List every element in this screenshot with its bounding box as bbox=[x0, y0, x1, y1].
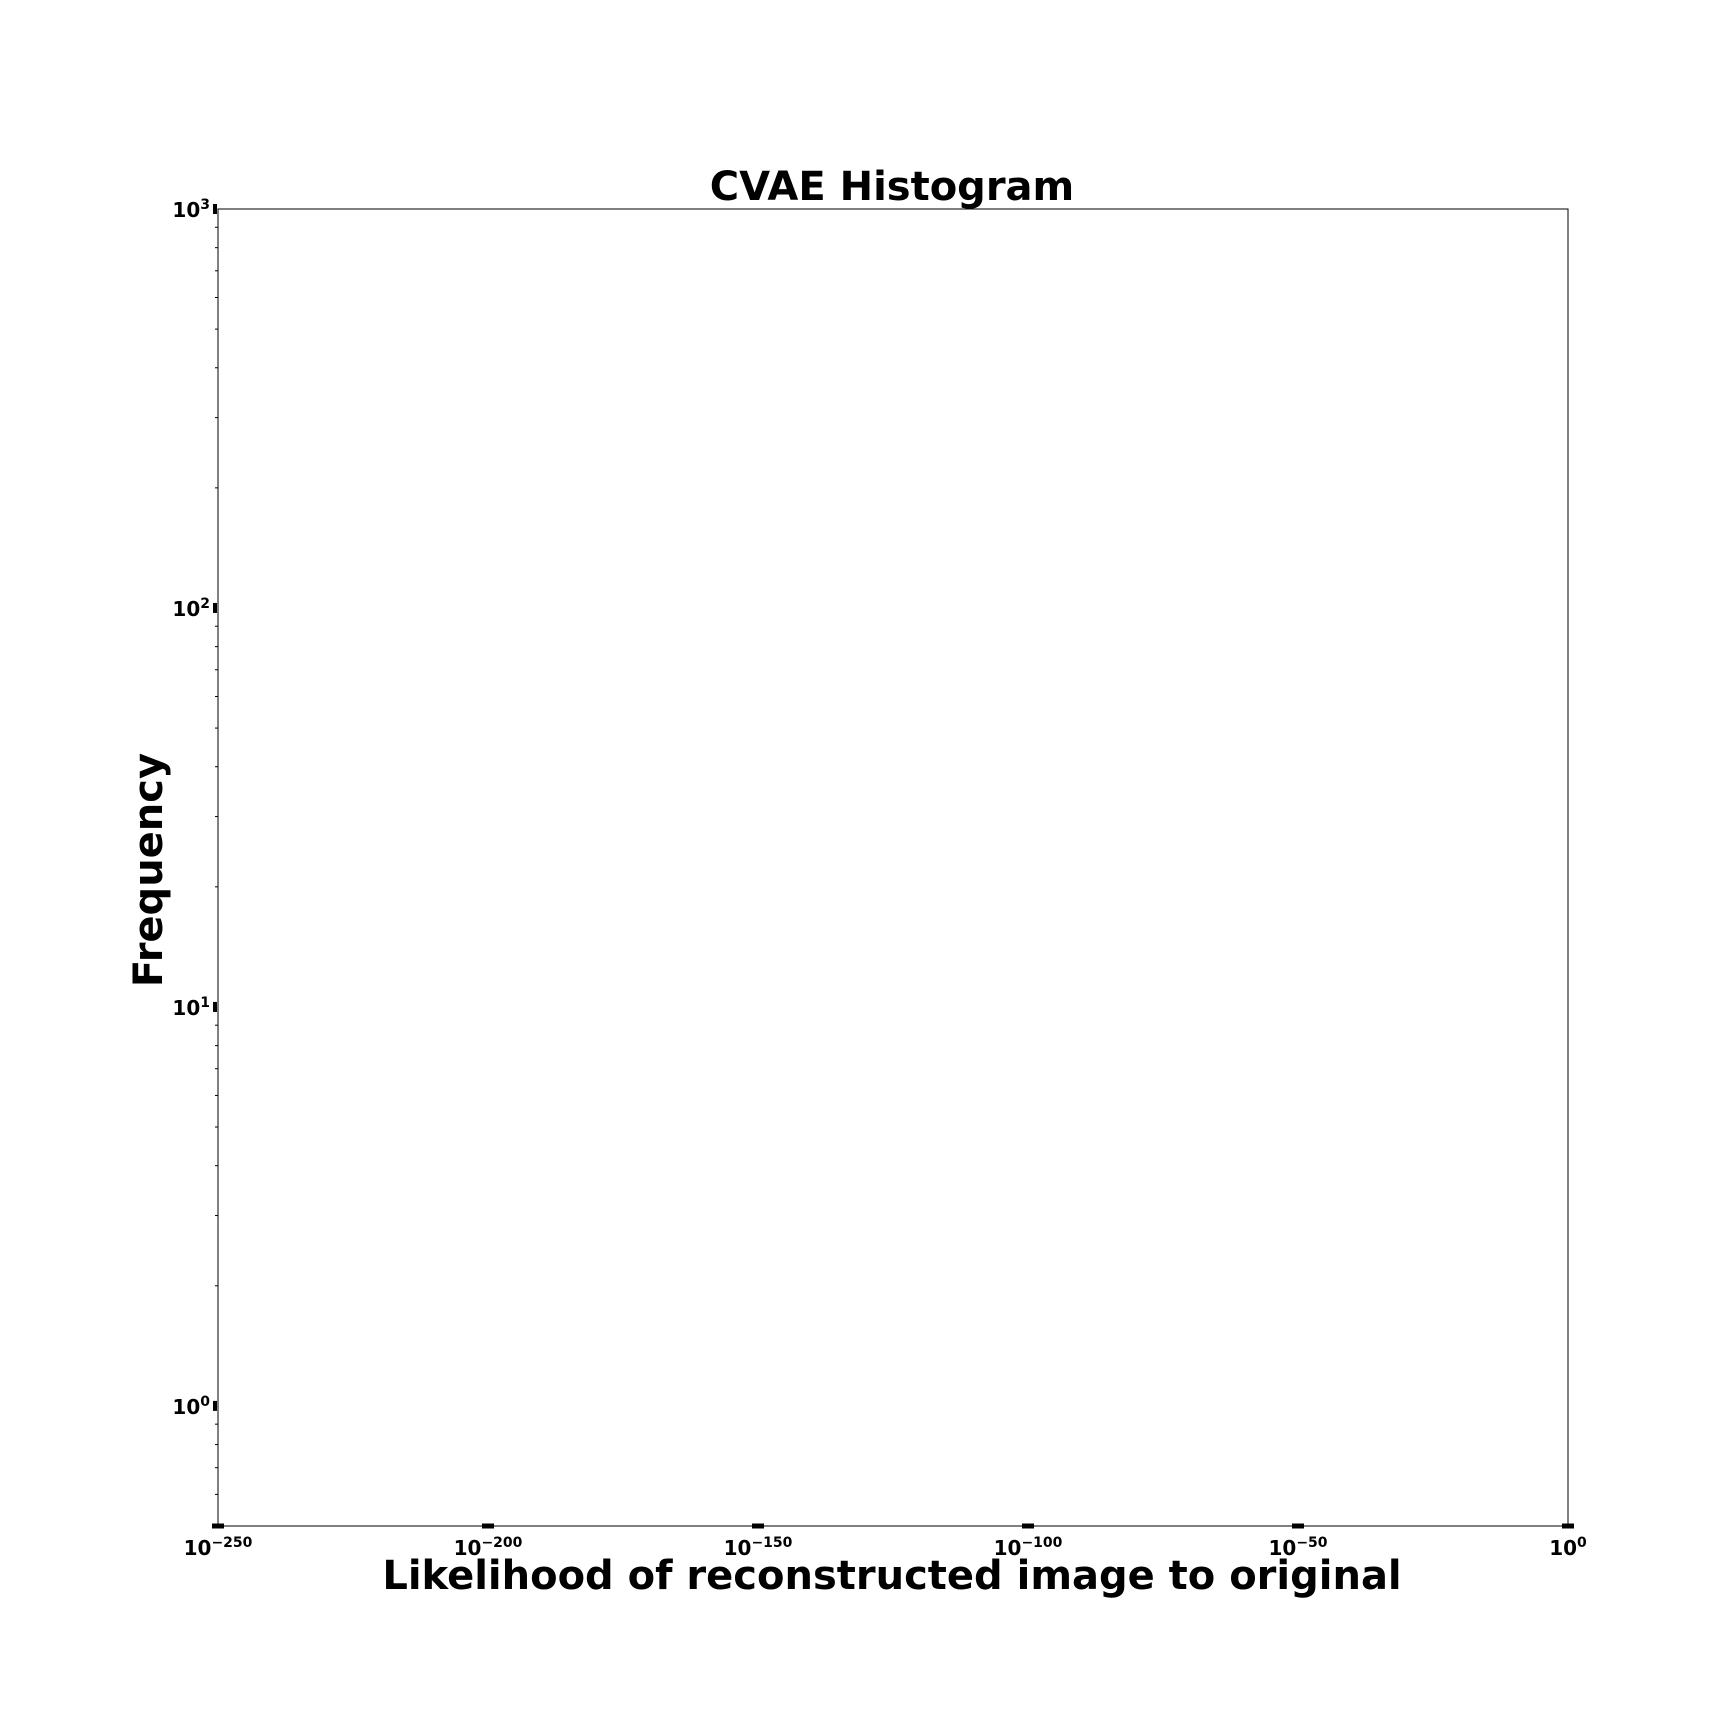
x-tick-exponent: −100 bbox=[1021, 1535, 1062, 1551]
x-tick-base: 10 bbox=[724, 1536, 752, 1560]
y-tick-label: 101 bbox=[172, 995, 210, 1020]
x-tick-exponent: 0 bbox=[1577, 1535, 1587, 1551]
x-tick-base: 10 bbox=[454, 1536, 482, 1560]
x-axis-label: Likelihood of reconstructed image to ori… bbox=[382, 1553, 1401, 1599]
x-tick-exponent: −150 bbox=[751, 1535, 792, 1551]
x-axis-ticks: 10−250 10−200 10−150 10−100 10−50 100 bbox=[184, 1523, 1587, 1560]
x-tick-exponent: −250 bbox=[211, 1535, 252, 1551]
x-tick-label: 10−100 bbox=[994, 1535, 1063, 1560]
x-tick-label: 10−150 bbox=[724, 1535, 793, 1560]
plot-area bbox=[217, 208, 1569, 1527]
y-tick-base: 10 bbox=[172, 198, 200, 222]
x-tick-exponent: −50 bbox=[1296, 1535, 1327, 1551]
y-tick-exponent: 1 bbox=[200, 995, 210, 1011]
chart-title: CVAE Histogram bbox=[710, 164, 1074, 210]
x-tick-label: 10−250 bbox=[184, 1535, 253, 1560]
y-tick-exponent: 0 bbox=[200, 1394, 210, 1410]
y-tick-label: 100 bbox=[172, 1394, 210, 1419]
y-tick-base: 10 bbox=[172, 996, 200, 1020]
y-tick-base: 10 bbox=[172, 1395, 200, 1419]
x-tick-label: 100 bbox=[1549, 1535, 1587, 1560]
y-tick-exponent: 2 bbox=[200, 596, 210, 612]
y-axis-label: Frequency bbox=[126, 753, 172, 987]
x-tick-label: 10−200 bbox=[454, 1535, 523, 1560]
y-tick-label: 102 bbox=[172, 596, 210, 621]
x-tick-base: 10 bbox=[184, 1536, 212, 1560]
x-tick-exponent: −200 bbox=[481, 1535, 522, 1551]
x-tick-base: 10 bbox=[1549, 1536, 1577, 1560]
y-axis-minor-ticks bbox=[215, 226, 218, 1527]
x-tick-base: 10 bbox=[1268, 1536, 1296, 1560]
x-tick-base: 10 bbox=[994, 1536, 1022, 1560]
y-tick-label: 103 bbox=[172, 197, 210, 222]
x-tick-label: 10−50 bbox=[1268, 1535, 1327, 1560]
y-tick-exponent: 3 bbox=[200, 197, 210, 213]
y-tick-base: 10 bbox=[172, 597, 200, 621]
